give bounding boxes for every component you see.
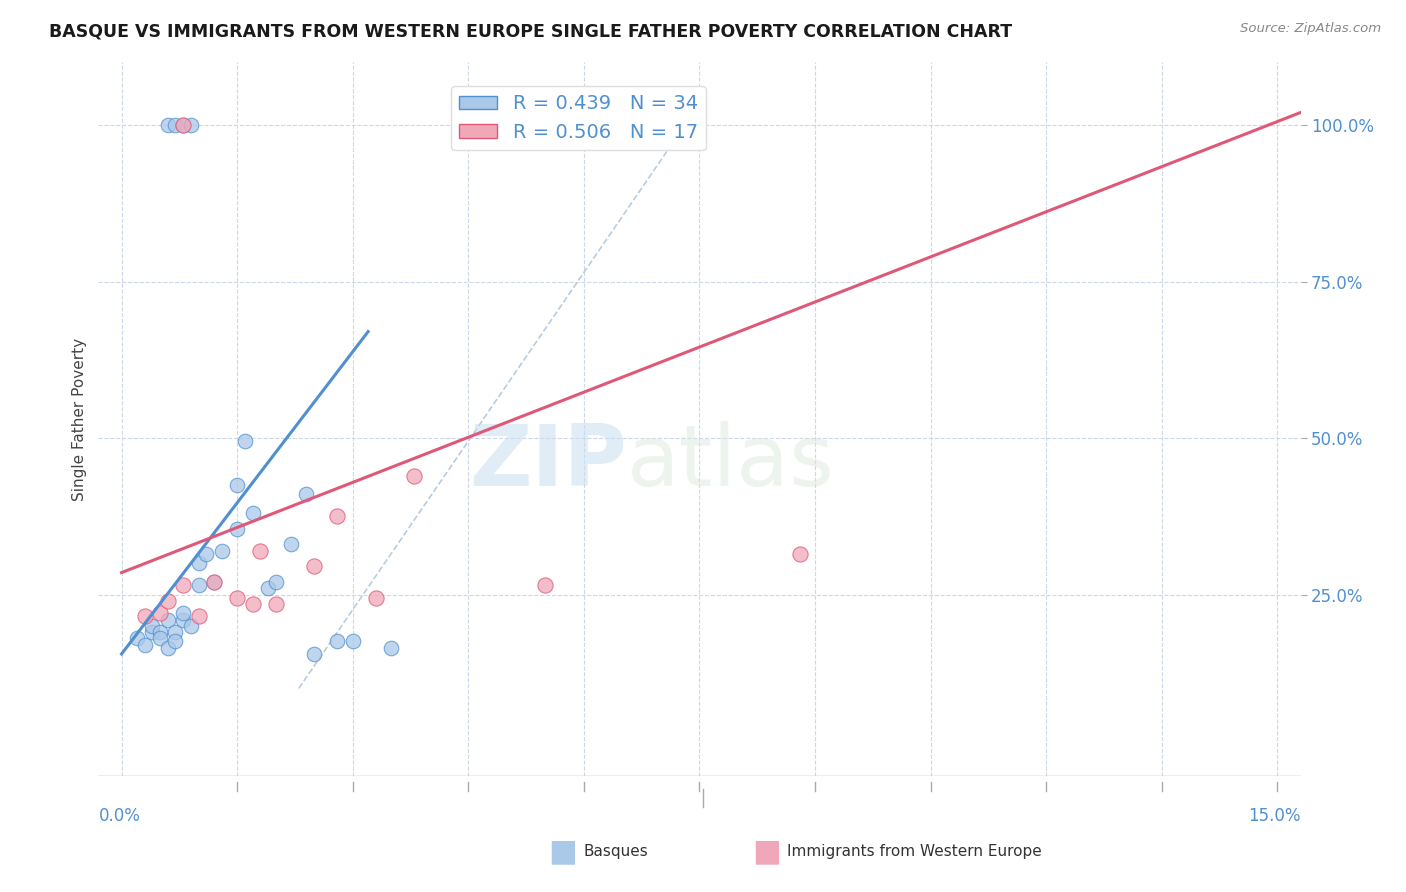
Point xyxy=(134,638,156,652)
Point xyxy=(364,591,387,605)
Point xyxy=(326,509,349,524)
Point xyxy=(242,597,264,611)
Point xyxy=(172,607,194,621)
Point xyxy=(195,547,218,561)
Point xyxy=(187,578,209,592)
Point xyxy=(141,619,163,633)
Point xyxy=(180,619,202,633)
Point xyxy=(165,625,187,640)
Point xyxy=(326,634,349,648)
Point xyxy=(233,434,256,449)
Point xyxy=(264,574,287,589)
Point xyxy=(180,118,202,132)
Point xyxy=(342,634,364,648)
Point xyxy=(134,609,156,624)
Point xyxy=(172,613,194,627)
Text: 15.0%: 15.0% xyxy=(1249,807,1301,825)
Point xyxy=(226,478,249,492)
Point xyxy=(172,578,194,592)
Point xyxy=(226,522,249,536)
Y-axis label: Single Father Poverty: Single Father Poverty xyxy=(72,338,87,500)
Text: BASQUE VS IMMIGRANTS FROM WESTERN EUROPE SINGLE FATHER POVERTY CORRELATION CHART: BASQUE VS IMMIGRANTS FROM WESTERN EUROPE… xyxy=(49,22,1012,40)
Point xyxy=(211,543,233,558)
Point xyxy=(302,647,325,661)
Point xyxy=(149,632,172,646)
Point xyxy=(156,118,179,132)
Text: Immigrants from Western Europe: Immigrants from Western Europe xyxy=(787,845,1042,859)
Text: ZIP: ZIP xyxy=(470,420,627,504)
Point xyxy=(380,640,402,655)
Legend: R = 0.439   N = 34, R = 0.506   N = 17: R = 0.439 N = 34, R = 0.506 N = 17 xyxy=(451,87,706,150)
Point xyxy=(789,547,811,561)
Point xyxy=(404,468,426,483)
Point xyxy=(202,574,225,589)
Text: ■: ■ xyxy=(548,838,576,866)
Point xyxy=(187,609,209,624)
Point xyxy=(534,578,557,592)
Point xyxy=(264,597,287,611)
Point xyxy=(149,607,172,621)
Point xyxy=(156,613,179,627)
Point xyxy=(172,118,194,132)
Point xyxy=(295,487,318,501)
Point xyxy=(156,594,179,608)
Point xyxy=(302,559,325,574)
Point xyxy=(165,634,187,648)
Text: atlas: atlas xyxy=(627,420,835,504)
Point xyxy=(257,581,280,595)
Point xyxy=(187,556,209,570)
Text: ■: ■ xyxy=(752,838,780,866)
Point xyxy=(141,625,163,640)
Point xyxy=(242,506,264,520)
Point xyxy=(165,118,187,132)
Point xyxy=(280,537,302,551)
Point xyxy=(149,625,172,640)
Point xyxy=(172,118,194,132)
Point xyxy=(249,543,271,558)
Text: 0.0%: 0.0% xyxy=(98,807,141,825)
Point xyxy=(125,632,148,646)
Point xyxy=(226,591,249,605)
Text: Basques: Basques xyxy=(583,845,648,859)
Point xyxy=(202,574,225,589)
Text: Source: ZipAtlas.com: Source: ZipAtlas.com xyxy=(1240,22,1381,36)
Point xyxy=(156,640,179,655)
